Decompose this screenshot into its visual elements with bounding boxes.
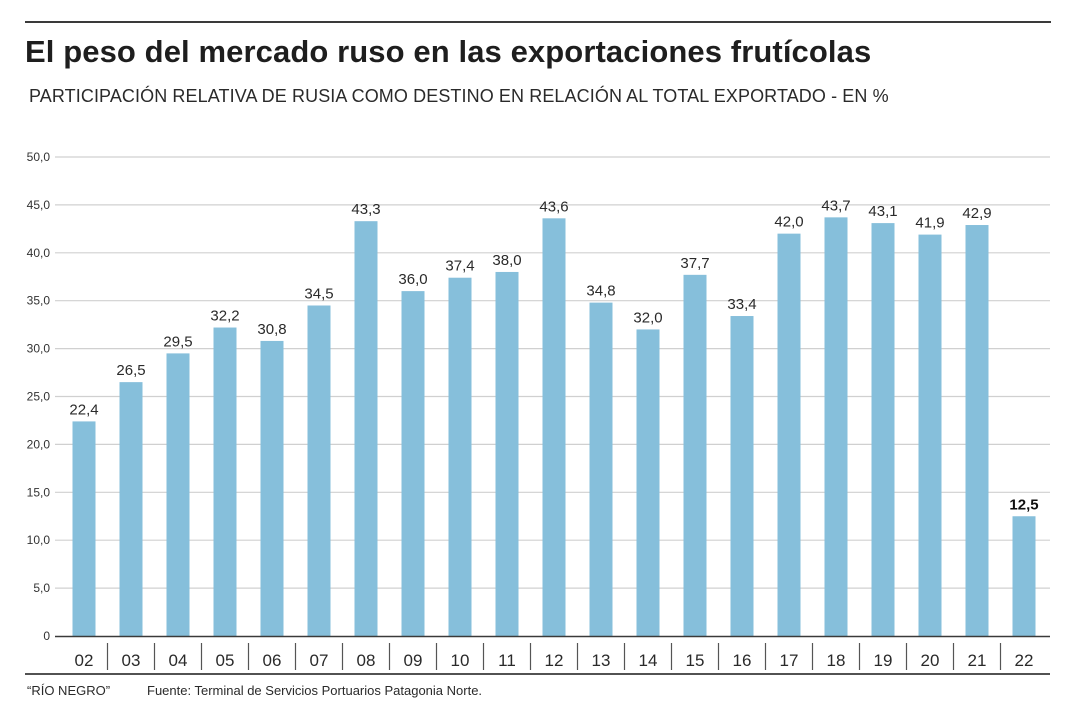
y-tick-label: 30,0: [27, 342, 51, 356]
value-label: 34,8: [586, 283, 615, 300]
x-axis: [25, 635, 1050, 675]
value-label: 37,7: [680, 255, 709, 272]
y-tick-label: 50,0: [27, 150, 51, 164]
x-tick-label: 20: [921, 651, 940, 670]
value-label: 26,5: [116, 362, 145, 379]
chart-subtitle: PARTICIPACIÓN RELATIVA DE RUSIA COMO DES…: [29, 86, 889, 106]
bar: [119, 382, 143, 636]
value-label: 42,9: [962, 205, 991, 222]
x-tick-label: 16: [733, 651, 752, 670]
bar: [824, 217, 848, 636]
x-tick-label: 10: [451, 651, 470, 670]
value-label: 34,5: [304, 285, 333, 302]
bar: [589, 302, 613, 636]
bar: [260, 340, 284, 636]
x-tick-label: 22: [1015, 651, 1034, 670]
y-tick-label: 25,0: [27, 390, 51, 404]
x-tick-label: 18: [827, 651, 846, 670]
bar: [166, 353, 190, 636]
y-tick-label: 35,0: [27, 294, 51, 308]
bar: [72, 421, 96, 636]
value-label: 43,3: [351, 201, 380, 218]
bar: [354, 221, 378, 636]
x-tick-label: 04: [169, 651, 188, 670]
x-tick-label: 12: [545, 651, 564, 670]
y-tick-label: 15,0: [27, 485, 51, 499]
bar: [871, 223, 895, 637]
bars: [72, 217, 1036, 637]
x-tick-label: 03: [122, 651, 141, 670]
x-tick-label: 05: [216, 651, 235, 670]
value-label: 38,0: [492, 252, 521, 269]
value-label: 12,5: [1009, 496, 1038, 513]
y-tick-label: 45,0: [27, 198, 51, 212]
y-tick-label: 5,0: [33, 581, 50, 595]
x-tick-label: 13: [592, 651, 611, 670]
x-tick-label: 15: [686, 651, 705, 670]
value-label: 29,5: [163, 333, 192, 350]
y-tick-label: 20,0: [27, 437, 51, 451]
bar: [965, 225, 989, 636]
y-tick-label: 40,0: [27, 246, 51, 260]
x-tick-label: 17: [780, 651, 799, 670]
bar: [401, 291, 425, 636]
x-tick-label: 07: [310, 651, 329, 670]
top-rule: [25, 21, 1051, 23]
bar: [683, 274, 707, 636]
bar: [542, 218, 566, 636]
x-tick-label: 19: [874, 651, 893, 670]
footer-source: Fuente: Terminal de Servicios Portuarios…: [147, 683, 483, 698]
value-label: 37,4: [445, 258, 474, 275]
value-label: 32,0: [633, 309, 662, 326]
x-tick-label: 06: [263, 651, 282, 670]
x-tick-label: 08: [357, 651, 376, 670]
value-label: 41,9: [915, 215, 944, 232]
bar: [213, 327, 237, 636]
value-label: 30,8: [257, 321, 286, 338]
value-label: 43,7: [821, 197, 850, 214]
value-labels: 22,4 26,5 29,5 32,2 30,8 34,5 43,3 36,0 37,4 38,0…: [69, 197, 1038, 513]
x-tick-label: 14: [639, 651, 658, 670]
y-axis-ticks: 0 5,0 10,0 15,0 20,0 25,0 30,0 35,0 40,0 45,0 50,0: [27, 150, 51, 643]
footer-credit: “RÍO NEGRO”: [27, 683, 111, 698]
x-tick-label: 02: [75, 651, 94, 670]
bar: [495, 271, 519, 636]
bar: [448, 277, 472, 636]
y-tick-label: 10,0: [27, 533, 51, 547]
x-axis-ticks: 02 03 04 05 06 07 08 09 10 11 12 13 14 15 16 17 18 19 20 21…: [75, 643, 1034, 670]
value-label: 43,1: [868, 203, 897, 220]
chart-title: El peso del mercado ruso en las exportac…: [25, 34, 872, 69]
value-label: 36,0: [398, 271, 427, 288]
value-label: 33,4: [727, 296, 756, 313]
bar: [307, 305, 331, 636]
bar: [777, 233, 801, 636]
x-tick-label: 11: [498, 651, 516, 670]
x-tick-label: 21: [968, 651, 987, 670]
value-label: 32,2: [210, 308, 239, 325]
bar: [730, 316, 754, 636]
y-tick-label: 0: [43, 629, 50, 643]
bar: [918, 234, 942, 636]
value-label: 22,4: [69, 401, 98, 418]
value-label: 42,0: [774, 214, 803, 231]
bar: [1012, 516, 1036, 636]
x-tick-label: 09: [404, 651, 423, 670]
value-label: 43,6: [539, 198, 568, 215]
bar: [636, 329, 660, 636]
